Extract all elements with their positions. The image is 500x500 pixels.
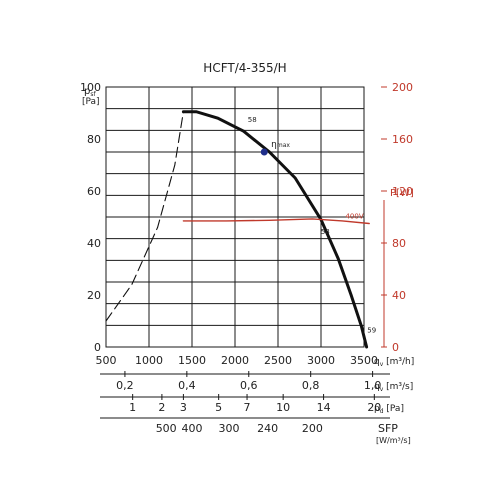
x-axis-m3h-unit: qv [m³/h]	[374, 357, 414, 368]
y-axis-title: psf [Pa]	[82, 86, 100, 107]
y2-axis-title: P[W]	[390, 188, 414, 199]
annotations: 58 ηmax 58 59 400V	[248, 116, 376, 335]
chart-annotation: 59	[367, 327, 376, 335]
y-axis-subscript: sf	[90, 91, 96, 98]
y-tick-label: 60	[87, 185, 101, 198]
x-axis-m3s-unit: qv [m³/s]	[374, 382, 413, 393]
chart-annotation: ηmax	[271, 140, 290, 150]
x-axis-sfp-tick-label: 300	[218, 422, 239, 435]
chart-annotation: 58	[248, 116, 257, 124]
y-tick-label: 20	[87, 289, 101, 302]
x-axis-pd-tick-label: 3	[180, 401, 187, 414]
x-tick-label-m3h: 1000	[135, 354, 163, 367]
y-axis-symbol: p	[84, 86, 90, 97]
y-tick-label: 100	[80, 81, 101, 94]
series-lines	[105, 110, 370, 349]
chart-annotation: 400V	[345, 212, 363, 220]
x-tick-label-m3h: 1500	[178, 354, 206, 367]
x-axis-m3s-tick-label: 0,8	[302, 379, 320, 392]
x-tick-label-m3h: 500	[96, 354, 117, 367]
series-pressure	[181, 110, 369, 349]
x-axis-pd-tick-label: 10	[276, 401, 290, 414]
x-axis-sfp-tick-label: 500	[156, 422, 177, 435]
x-axis-pd-tick-label: 1	[129, 401, 136, 414]
chart-title: HCFT/4-355/H	[203, 61, 286, 75]
x-axis-pd-unit: pd [Pa]	[374, 404, 404, 415]
x-tick-label-m3h: 3000	[307, 354, 335, 367]
y-axis-unit: [Pa]	[82, 97, 100, 107]
svg-text:psf: psf	[84, 86, 96, 98]
x-axis-pd-tick-label: 2	[158, 401, 165, 414]
y-tick-label: 80	[87, 133, 101, 146]
x-axis-sfp-tick-label: 240	[257, 422, 278, 435]
x-tick-label-m3h: 2500	[264, 354, 292, 367]
x-axis-m3s-tick-label: 0,2	[116, 379, 134, 392]
y2-tick-label: 80	[392, 237, 406, 250]
x-axis-m3s-tick-label: 0,4	[178, 379, 196, 392]
x-axis-sfp-tick-label: 200	[302, 422, 323, 435]
y2-tick-label: 0	[392, 341, 399, 354]
x-axis-sfp-tick-label: 400	[182, 422, 203, 435]
y-axis-ticks: 0 20 40 60 80 100	[80, 81, 101, 354]
x-tick-label-m3h: 3500	[350, 354, 378, 367]
y2-tick-label: 200	[392, 81, 413, 94]
eta-max-marker	[260, 148, 268, 156]
x-axis-sfp-unit: [W/m³/s]	[376, 436, 411, 445]
y2-axis-ticks: 0 40 80 120 160 200	[381, 81, 413, 354]
y2-tick-label: 120	[392, 185, 413, 198]
series-pressure-extrapolated	[105, 111, 184, 322]
y-tick-label: 0	[94, 341, 101, 354]
y2-tick-label: 160	[392, 133, 413, 146]
chart-annotation: 58	[321, 228, 330, 236]
x-axis-sfp-label: SFP	[378, 422, 398, 435]
x-axis-pd-tick-label: 7	[244, 401, 251, 414]
series-power	[182, 218, 370, 225]
y-tick-label: 40	[87, 237, 101, 250]
y2-tick-label: 40	[392, 289, 406, 302]
x-axis-pd-tick-label: 20	[367, 401, 381, 414]
x-axis-pd-tick-label: 5	[215, 401, 222, 414]
x-axis-pd-tick-label: 14	[317, 401, 331, 414]
x-axis-m3s-tick-label: 0,6	[240, 379, 258, 392]
x-tick-label-m3h: 2000	[221, 354, 249, 367]
x-axis-m3s-tick-label: 1,0	[364, 379, 382, 392]
plot-grid	[105, 86, 365, 348]
